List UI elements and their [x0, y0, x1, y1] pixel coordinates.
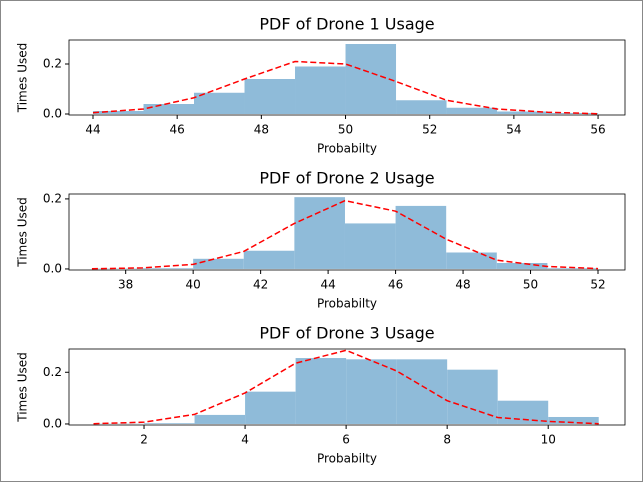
histogram-bar	[143, 104, 195, 114]
x-tick-label: 56	[590, 123, 605, 137]
histogram-bar	[245, 391, 296, 424]
y-axis-label: Times Used	[16, 197, 30, 267]
chart-title: PDF of Drone 3 Usage	[259, 324, 434, 343]
y-tick-label: 0.0	[43, 107, 62, 121]
y-tick-label: 0.2	[43, 365, 62, 379]
x-axis-label: Probabilty	[317, 297, 377, 311]
y-tick-label: 0.2	[43, 191, 62, 205]
x-tick-label: 48	[455, 278, 470, 292]
x-tick-label: 50	[338, 123, 353, 137]
x-tick-label: 38	[118, 278, 133, 292]
histogram-bar	[244, 79, 296, 114]
histogram-bar	[144, 423, 195, 424]
x-tick-label: 4	[241, 433, 249, 447]
x-tick-label: 46	[388, 278, 403, 292]
histogram-bar	[345, 44, 397, 114]
x-tick-label: 40	[186, 278, 201, 292]
x-tick-label: 54	[506, 123, 521, 137]
x-tick-label: 44	[85, 123, 100, 137]
histogram-bar	[193, 258, 244, 269]
histogram-bar	[142, 268, 194, 269]
x-tick-label: 8	[443, 433, 451, 447]
histogram-bar	[447, 369, 498, 424]
histogram-bar	[496, 262, 548, 269]
y-tick-label: 0.2	[43, 57, 62, 71]
x-tick-label: 52	[422, 123, 437, 137]
histogram-bar	[446, 107, 498, 114]
chart-title: PDF of Drone 1 Usage	[259, 15, 434, 34]
x-axis-label: Probabilty	[317, 142, 377, 156]
x-tick-label: 10	[541, 433, 556, 447]
histogram-bar	[497, 111, 548, 114]
x-tick-label: 48	[254, 123, 269, 137]
density-line	[93, 349, 599, 425]
histogram-bar	[396, 359, 448, 424]
x-tick-label: 2	[140, 433, 148, 447]
density-line	[92, 60, 599, 115]
histogram-bar	[346, 359, 397, 424]
y-tick-label: 0.0	[43, 416, 62, 430]
x-tick-label: 52	[590, 278, 605, 292]
axes-frame	[68, 39, 626, 116]
histogram-bar	[344, 223, 396, 269]
histogram-bar	[194, 92, 245, 114]
histogram-bar	[547, 268, 599, 269]
x-tick-label: 50	[523, 278, 538, 292]
y-axis-label: Times Used	[16, 352, 30, 422]
histogram-bar	[547, 113, 599, 114]
histogram-bar	[497, 400, 549, 424]
histogram-bar	[295, 358, 347, 424]
density-line	[91, 199, 599, 270]
x-tick-label: 6	[342, 433, 350, 447]
x-tick-label: 46	[170, 123, 185, 137]
x-axis-label: Probabilty	[317, 452, 377, 466]
histogram-bar	[548, 416, 599, 424]
axes-frame	[68, 348, 626, 426]
x-tick-label: 44	[320, 278, 335, 292]
histogram-bar	[396, 100, 447, 114]
x-tick-label: 42	[253, 278, 268, 292]
axes-frame	[68, 193, 626, 271]
histogram-bar	[294, 197, 345, 269]
histogram-bar	[194, 414, 246, 424]
histogram-bar	[446, 252, 497, 269]
histogram-bar	[92, 111, 144, 114]
histogram-bar	[295, 66, 346, 114]
histogram-bar	[243, 250, 295, 269]
y-axis-label: Times Used	[16, 43, 30, 113]
y-tick-label: 0.0	[43, 261, 62, 275]
chart-title: PDF of Drone 2 Usage	[259, 169, 434, 188]
